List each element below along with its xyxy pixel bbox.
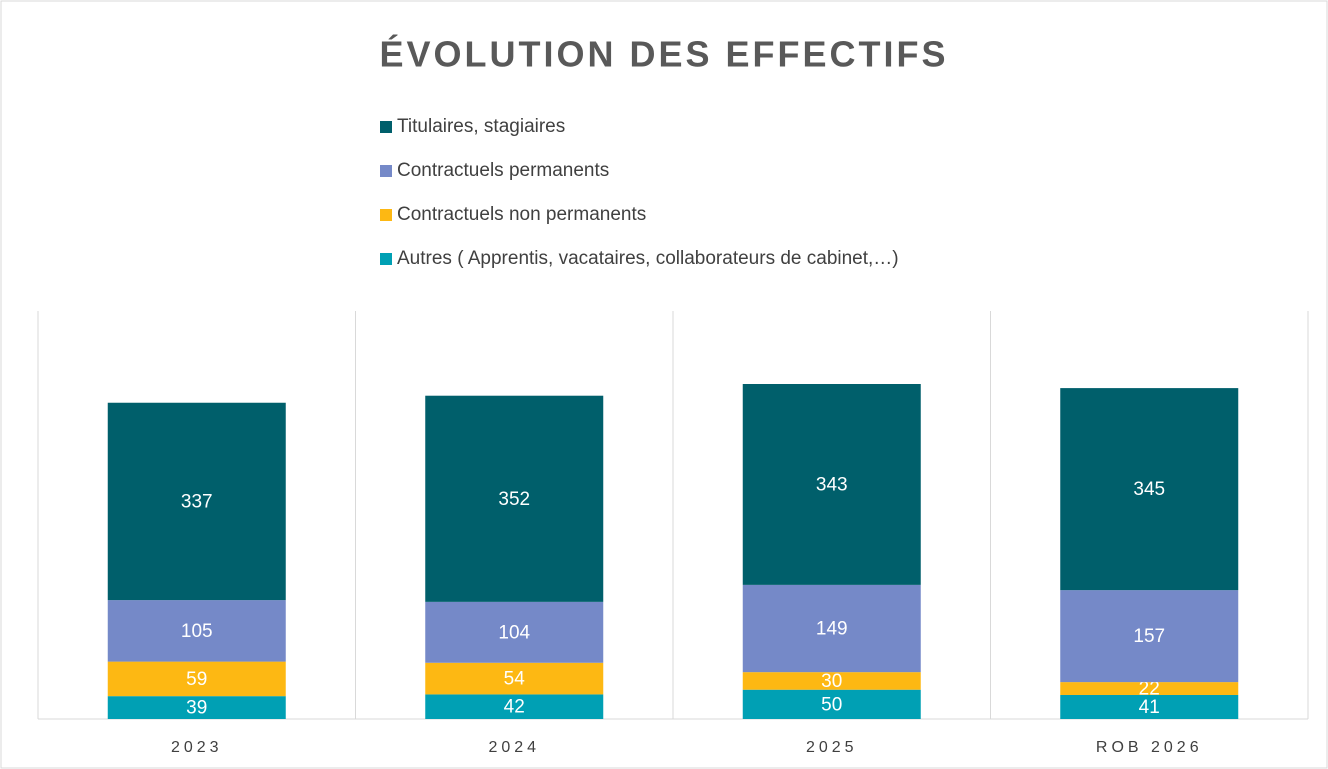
- data-label: 30: [821, 671, 842, 692]
- bar-segment: [107, 600, 286, 662]
- data-label: 54: [504, 669, 526, 690]
- data-label: 345: [1133, 479, 1165, 500]
- bar-segment: [742, 689, 921, 719]
- data-label: 39: [186, 698, 207, 719]
- legend-swatch: [380, 253, 392, 265]
- data-label: 149: [816, 619, 848, 640]
- bar-segment: [107, 696, 286, 719]
- data-label: 42: [504, 697, 525, 718]
- bar-segment: [425, 395, 604, 602]
- data-label: 157: [1133, 626, 1165, 647]
- legend-label: Autres ( Apprentis, vacataires, collabor…: [397, 248, 899, 269]
- x-tick-label: 2024: [488, 739, 540, 756]
- bar-segment: [1060, 388, 1239, 591]
- bar-segment: [107, 661, 286, 697]
- chart-title: ÉVOLUTION DES EFFECTIFS: [379, 34, 948, 75]
- legend-swatch: [380, 209, 392, 221]
- data-label: 337: [181, 491, 213, 512]
- x-tick-label: 2025: [806, 739, 858, 756]
- data-label: 59: [186, 669, 207, 690]
- legend-label: Titulaires, stagiaires: [397, 116, 565, 137]
- data-label: 104: [498, 622, 530, 643]
- bar-segment: [742, 672, 921, 690]
- bar-segment: [742, 384, 921, 585]
- bar-segment: [1060, 590, 1239, 683]
- data-label: 343: [816, 474, 848, 495]
- data-label: 41: [1139, 697, 1160, 718]
- bar-segment: [1060, 682, 1239, 695]
- bar-segment: [742, 584, 921, 673]
- data-label: 352: [498, 489, 530, 510]
- bar-segment: [425, 601, 604, 663]
- bar-segment: [1060, 694, 1239, 719]
- legend-swatch: [380, 121, 392, 133]
- legend-label: Contractuels permanents: [397, 160, 609, 181]
- bar-segment: [425, 694, 604, 719]
- data-label: 105: [181, 621, 213, 642]
- x-tick-label: ROB 2026: [1096, 739, 1203, 756]
- data-label: 50: [821, 694, 842, 715]
- legend-swatch: [380, 165, 392, 177]
- x-tick-label: 2023: [171, 739, 223, 756]
- legend-label: Contractuels non permanents: [397, 204, 646, 225]
- bar-segment: [107, 402, 286, 601]
- data-label: 22: [1139, 679, 1160, 700]
- bar-segment: [425, 662, 604, 695]
